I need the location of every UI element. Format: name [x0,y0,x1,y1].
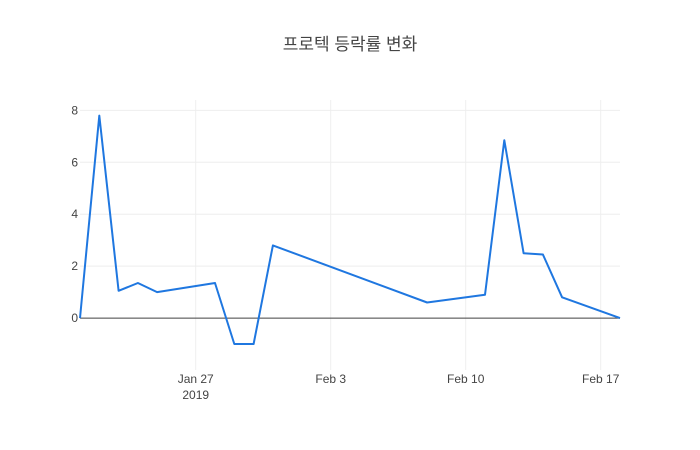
y-tick-label: 8 [71,103,78,117]
series-line [79,114,621,345]
y-tick-label: 2 [71,259,78,273]
x-tick-label: Feb 3 [315,372,346,386]
x-tick-label: Jan 27 [178,372,214,386]
y-tick-label: 0 [71,311,78,325]
y-tick-label: 6 [71,155,78,169]
gridlines [80,100,620,370]
x-tick-label: Feb 17 [582,372,620,386]
y-tick-label: 4 [71,207,78,221]
x-axis-ticks: Jan 27 2019 Feb 3 Feb 10 Feb 17 [178,372,620,402]
x-tick-sublabel: 2019 [182,388,209,402]
y-axis-ticks: 0 2 4 6 8 [71,103,78,325]
chart-title: 프로텍 등락률 변화 [282,35,418,54]
x-tick-label: Feb 10 [447,372,485,386]
